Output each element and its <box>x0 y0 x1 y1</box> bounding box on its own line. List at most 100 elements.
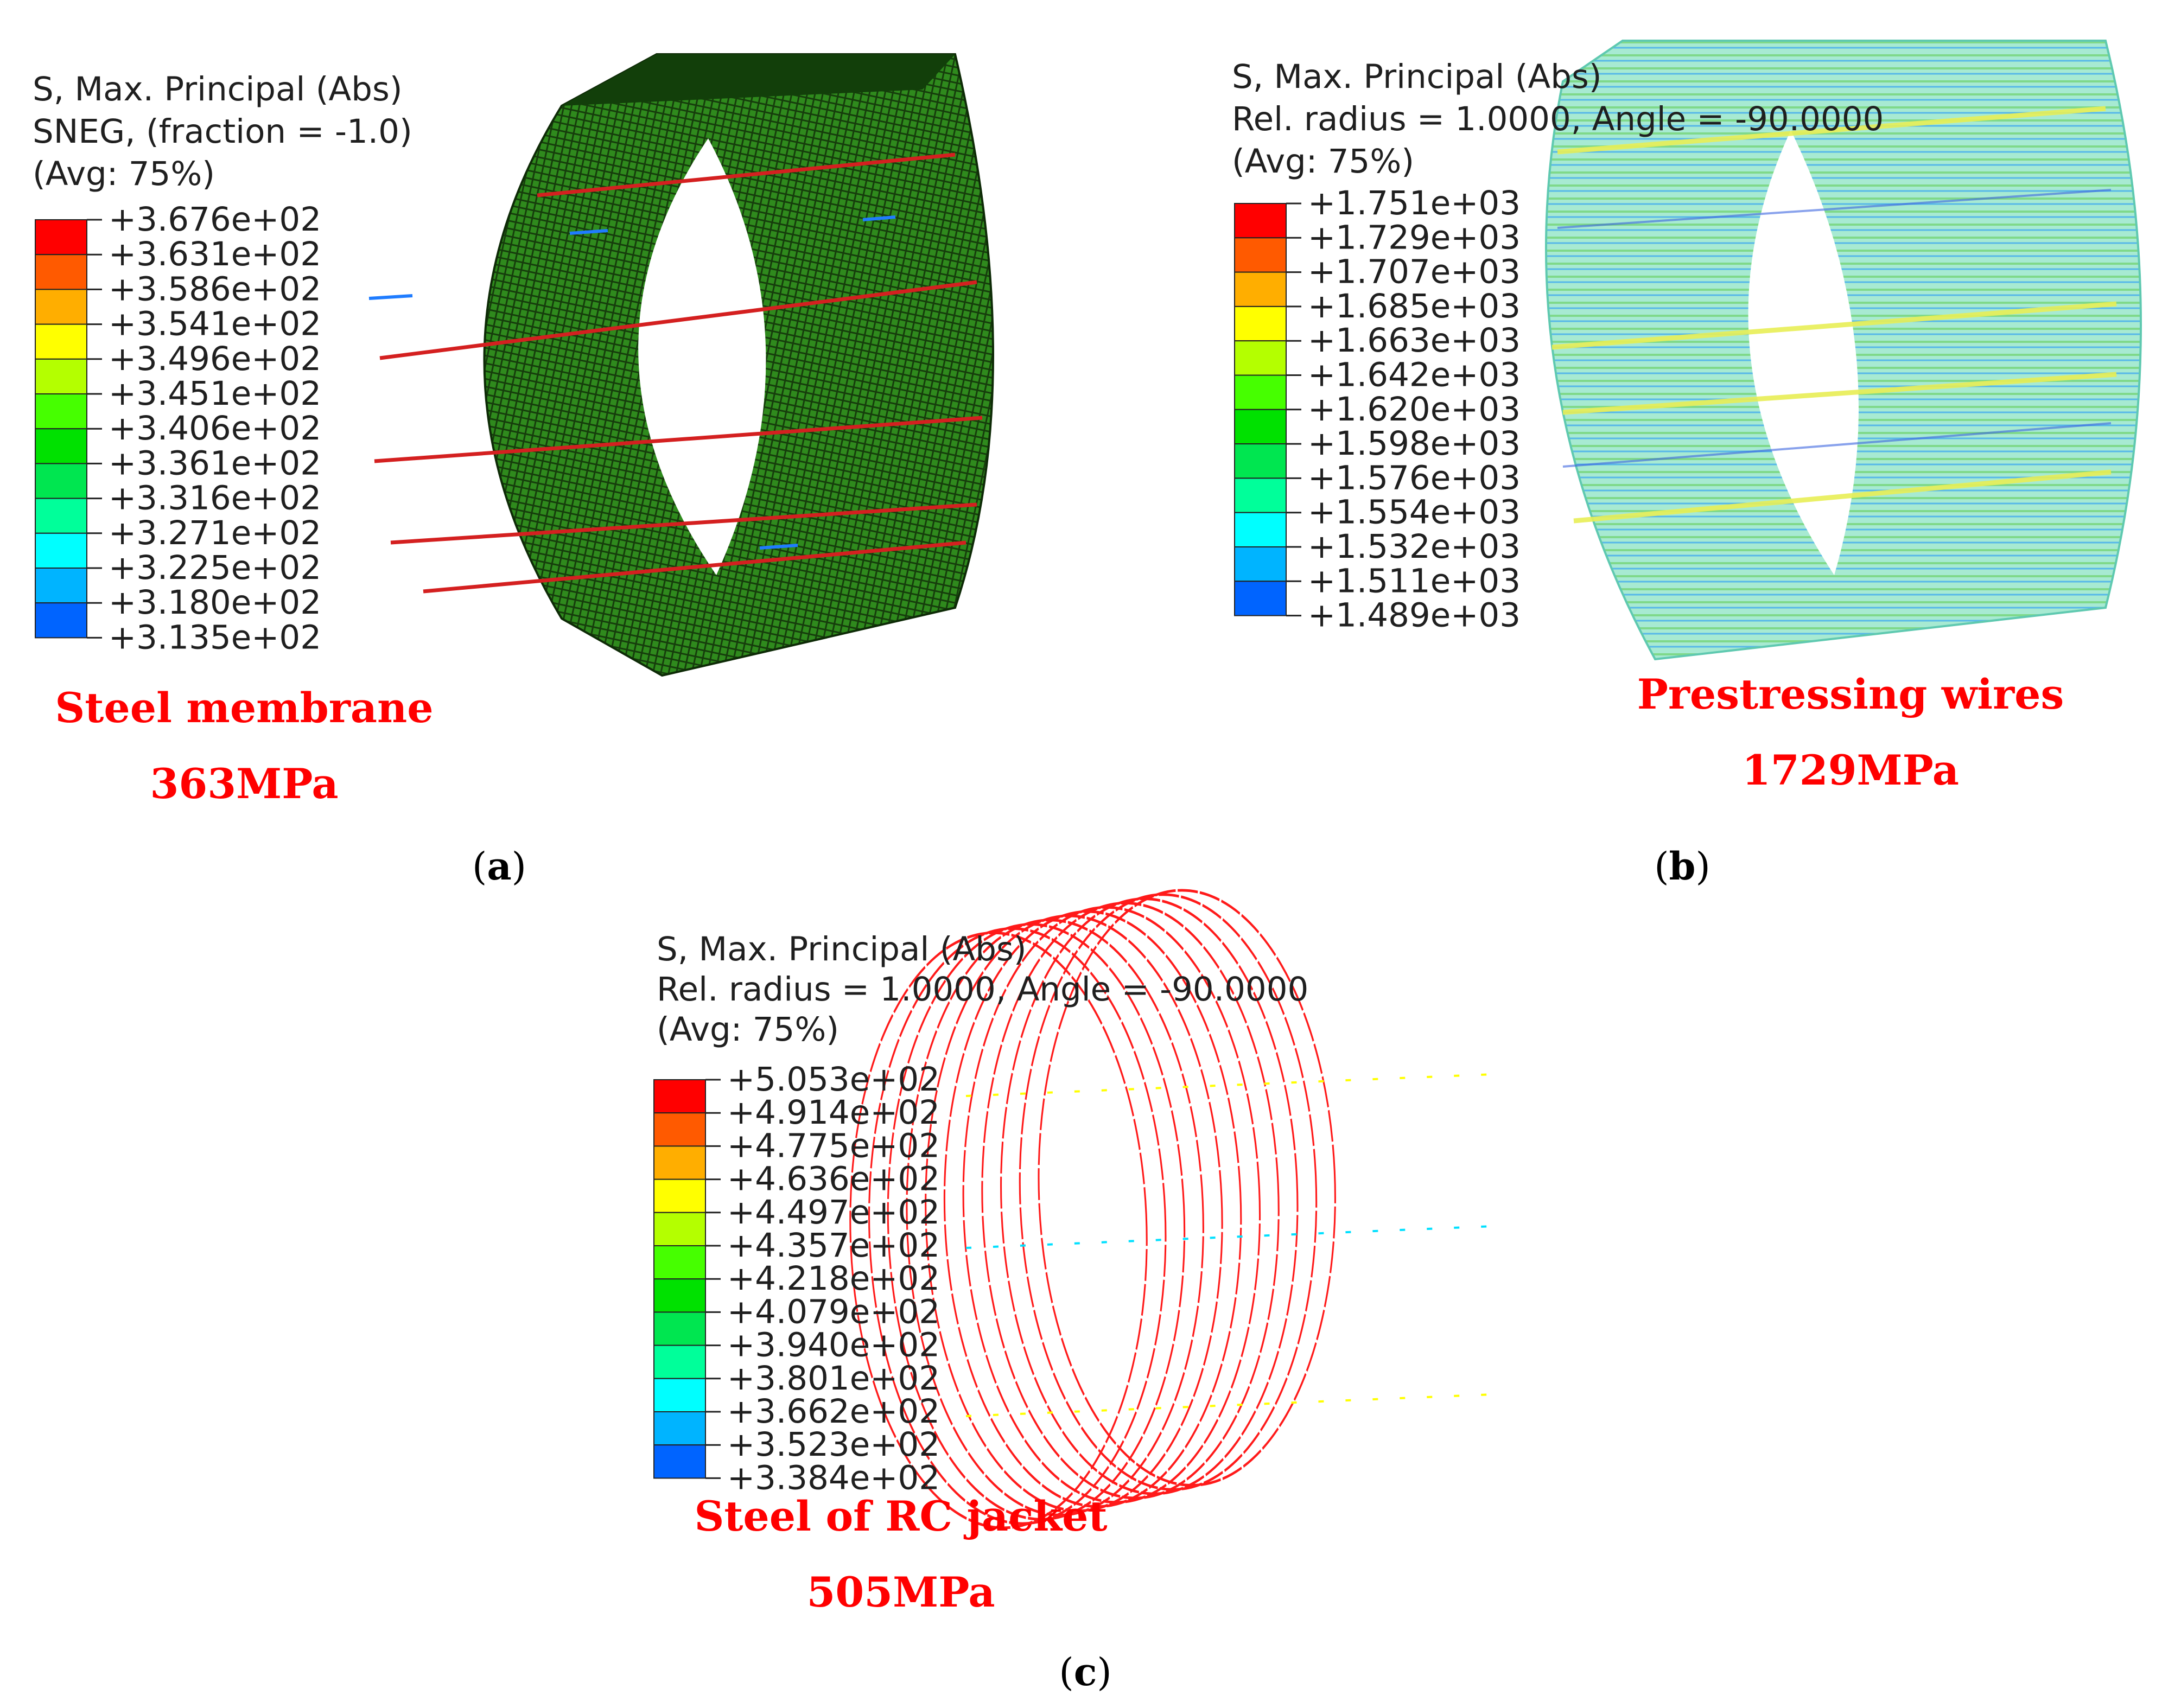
panel-b-figure: S, Max. Principal (Abs) Rel. radius = 1.… <box>1232 40 2142 661</box>
legend-tick-label: +3.451e+02 <box>109 374 321 413</box>
legend-tick-label: +4.775e+02 <box>727 1126 940 1165</box>
legend-color-band <box>653 1178 706 1213</box>
panel-a-color-legend: +3.676e+02+3.631e+02+3.586e+02+3.541e+02… <box>35 200 321 657</box>
legend-tick-label: +3.361e+02 <box>109 444 321 482</box>
panel-a-caption-name: Steel membrane <box>55 684 434 732</box>
rebar-ring <box>925 914 1223 1512</box>
legend-tick-label: +1.598e+03 <box>1308 424 1521 463</box>
legend-tick-label: +3.801e+02 <box>727 1359 940 1398</box>
legend-tick-label: +1.576e+03 <box>1308 458 1521 497</box>
legend-color-band <box>1234 512 1287 548</box>
legend-tick-label: +1.707e+03 <box>1308 253 1521 291</box>
panel-b-caption-value: 1729MPa <box>1741 746 1959 794</box>
legend-color-band <box>35 463 87 499</box>
panel-b-title-line-2: Rel. radius = 1.0000, Angle = -90.0000 <box>1232 100 1884 138</box>
rebar-ring <box>887 923 1186 1521</box>
legend-tick-label: +1.511e+03 <box>1308 562 1521 600</box>
legend-color-band <box>1234 409 1287 445</box>
legend-tick-label: +1.554e+03 <box>1308 493 1521 532</box>
legend-color-band <box>1234 340 1287 376</box>
legend-color-band <box>1234 203 1287 239</box>
legend-tick-label: +1.532e+03 <box>1308 527 1521 566</box>
legend-color-band <box>1234 581 1287 616</box>
legend-tick-label: +1.729e+03 <box>1308 218 1521 257</box>
panel-b-title-line-1: S, Max. Principal (Abs) <box>1232 58 1602 96</box>
legend-color-band <box>653 1344 706 1379</box>
legend-tick-label: +3.940e+02 <box>727 1326 940 1365</box>
panel-b-title-line-3: (Avg: 75%) <box>1232 142 1414 181</box>
legend-color-band <box>35 219 87 256</box>
panel-c-legend-title: S, Max. Principal (Abs) Rel. radius = 1.… <box>657 930 1308 1049</box>
panel-a-title-line-1: S, Max. Principal (Abs) <box>33 70 403 109</box>
panel-a-figure: S, Max. Principal (Abs) SNEG, (fraction … <box>33 53 994 677</box>
legend-tick-label: +1.751e+03 <box>1308 184 1521 222</box>
legend-tick-label: +3.406e+02 <box>109 409 321 448</box>
legend-tick-label: +4.079e+02 <box>727 1292 940 1331</box>
legend-tick-label: +3.631e+02 <box>109 235 321 273</box>
legend-color-band <box>653 1245 706 1280</box>
stress-band <box>965 1073 1493 1097</box>
legend-color-band <box>1234 477 1287 513</box>
legend-tick-label: +3.676e+02 <box>109 200 321 239</box>
panel-c-title-line-2: Rel. radius = 1.0000, Angle = -90.0000 <box>657 970 1308 1009</box>
legend-tick-label: +3.384e+02 <box>727 1458 940 1497</box>
legend-color-band <box>653 1378 706 1412</box>
panel-a-legend-title: S, Max. Principal (Abs) SNEG, (fraction … <box>33 70 412 193</box>
legend-color-band <box>1234 237 1287 273</box>
panel-c-title-line-1: S, Max. Principal (Abs) <box>657 930 1027 968</box>
legend-color-band <box>653 1112 706 1147</box>
stress-band <box>965 1393 1493 1417</box>
legend-tick-label: +4.218e+02 <box>727 1259 940 1298</box>
cylinder-opening <box>1748 130 1859 575</box>
panel-c-title-line-3: (Avg: 75%) <box>657 1010 839 1049</box>
cylinder-opening <box>638 138 766 575</box>
legend-tick-label: +4.497e+02 <box>727 1193 940 1232</box>
rebar-ring <box>962 906 1261 1504</box>
panel-c-label: (c) <box>1059 1649 1112 1694</box>
legend-color-band <box>35 393 87 430</box>
rebar-ring <box>1038 889 1336 1487</box>
legend-color-band <box>35 602 87 639</box>
legend-tick-label: +1.489e+03 <box>1308 596 1521 635</box>
legend-tick-label: +1.685e+03 <box>1308 287 1521 326</box>
legend-color-band <box>35 498 87 534</box>
legend-tick-label: +1.642e+03 <box>1308 356 1521 394</box>
legend-color-band <box>1234 271 1287 307</box>
legend-tick-label: +4.914e+02 <box>727 1093 940 1132</box>
panel-a-title-line-2: SNEG, (fraction = -1.0) <box>33 112 412 151</box>
legend-tick-label: +5.053e+02 <box>727 1060 940 1099</box>
legend-tick-label: +3.662e+02 <box>727 1392 940 1431</box>
panel-c-caption-name: Steel of RC jacket <box>694 1492 1108 1540</box>
panel-c-figure: S, Max. Principal (Abs) Rel. radius = 1.… <box>653 889 1493 1529</box>
legend-tick-label: +3.316e+02 <box>109 479 321 518</box>
legend-color-band <box>35 428 87 464</box>
legend-color-band <box>653 1411 706 1446</box>
legend-color-band <box>35 254 87 290</box>
legend-color-band <box>35 289 87 325</box>
legend-tick-label: +3.180e+02 <box>109 583 321 622</box>
steel-membrane-cylinder <box>368 53 994 677</box>
legend-color-band <box>653 1212 706 1246</box>
legend-color-band <box>35 568 87 604</box>
legend-tick-label: +1.620e+03 <box>1308 390 1521 429</box>
rebar-ring <box>1019 893 1318 1491</box>
legend-color-band <box>1234 374 1287 410</box>
rebar-ring <box>981 901 1280 1500</box>
legend-tick-label: +3.271e+02 <box>109 514 321 552</box>
legend-color-band <box>35 323 87 360</box>
legend-tick-label: +1.663e+03 <box>1308 321 1521 360</box>
panel-b-label: (b) <box>1654 844 1710 889</box>
legend-color-band <box>1234 305 1287 342</box>
legend-color-band <box>35 532 87 569</box>
panel-c-color-legend: +5.053e+02+4.914e+02+4.775e+02+4.636e+02… <box>653 1060 940 1497</box>
legend-tick-label: +3.496e+02 <box>109 340 321 378</box>
rebar-ring <box>868 927 1167 1525</box>
legend-color-band <box>35 358 87 394</box>
panel-b-legend-title: S, Max. Principal (Abs) Rel. radius = 1.… <box>1232 58 1884 181</box>
legend-tick-label: +4.636e+02 <box>727 1160 940 1199</box>
legend-color-band <box>1234 443 1287 479</box>
legend-tick-label: +4.357e+02 <box>727 1226 940 1265</box>
legend-color-band <box>1234 546 1287 582</box>
rebar-ring <box>1000 897 1299 1495</box>
stress-band <box>965 1225 1493 1249</box>
